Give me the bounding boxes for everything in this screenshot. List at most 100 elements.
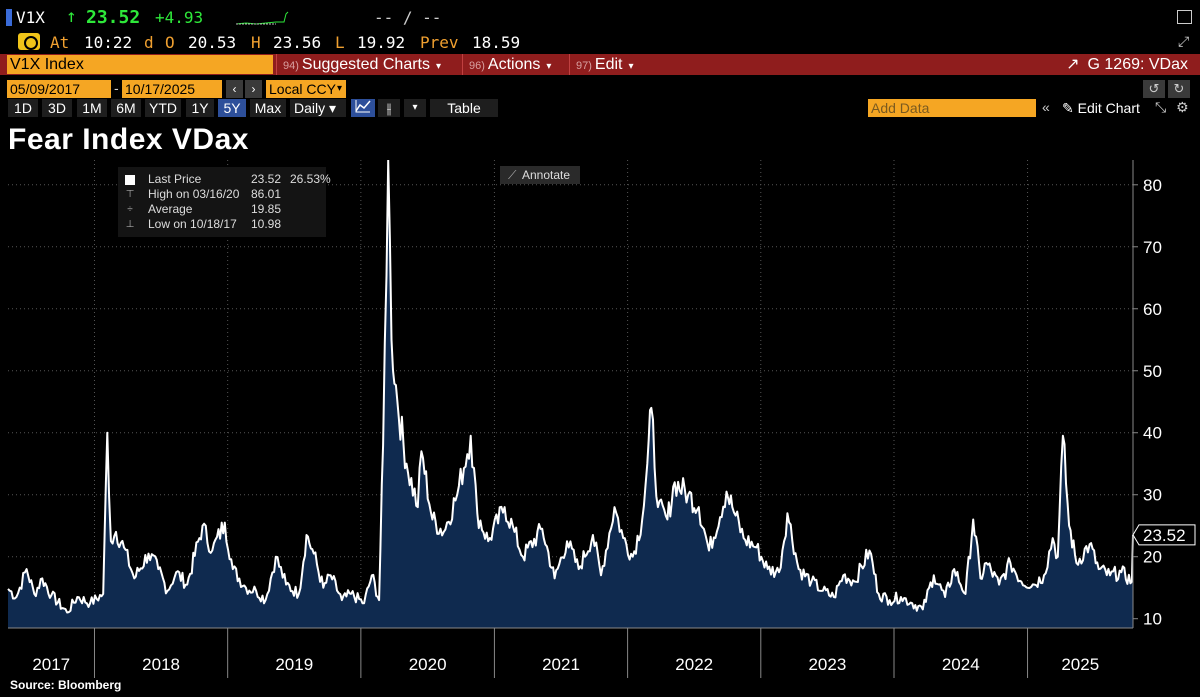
add-data-input[interactable]: Add Data: [868, 99, 1036, 117]
collapse-icon[interactable]: «: [1042, 99, 1050, 115]
chart-type-caret-icon[interactable]: ▾: [404, 99, 426, 117]
caret-down-icon: ▾: [435, 61, 442, 72]
legend-label: High on 03/16/20: [148, 187, 240, 201]
edit-chart-button[interactable]: ✎ Edit Chart: [1062, 99, 1140, 117]
bar-chart-icon[interactable]: ⫲: [378, 99, 400, 117]
export-icon: ↗: [1066, 56, 1080, 73]
pencil-icon: ✎: [1062, 100, 1074, 116]
y-tick-label: 50: [1143, 362, 1162, 381]
low-label: L: [335, 33, 345, 52]
caret-down-icon: ▾: [329, 100, 337, 116]
period-1m[interactable]: 1M: [77, 99, 107, 117]
x-tick-label: 2020: [409, 655, 447, 674]
x-tick-label: 2023: [808, 655, 846, 674]
window-box-icon[interactable]: [1177, 10, 1192, 24]
period-bar: 1D 3D 1M 6M YTD 1Y 5Y Max Daily ▾ ⫲ ▾ Ta…: [0, 99, 1200, 117]
legend-average: ÷ Average 19.85: [118, 202, 326, 217]
legend-value: 86.01: [251, 187, 282, 201]
legend-last-price: Last Price 23.52 26.53%: [118, 172, 331, 187]
period-ytd[interactable]: YTD: [145, 99, 181, 117]
period-3d[interactable]: 3D: [42, 99, 72, 117]
legend-square-icon: [125, 175, 135, 185]
undo-icon[interactable]: ↺: [1143, 80, 1165, 98]
menu-label: Actions: [487, 56, 541, 73]
menu-edit[interactable]: 97) Edit ▾: [569, 54, 649, 75]
y-tick-label: 40: [1143, 424, 1162, 443]
price-line: [7, 160, 1134, 614]
quote-time: 10:22: [84, 33, 133, 52]
currency-value: Local CCY: [269, 81, 336, 97]
x-tick-label: 2022: [675, 655, 713, 674]
table-button[interactable]: Table: [430, 99, 498, 117]
y-tick-label: 70: [1143, 238, 1162, 257]
source-note: Source: Bloomberg: [10, 678, 122, 692]
last-value-box: [1132, 524, 1196, 546]
chart-title: Fear Index VDax: [8, 123, 249, 156]
period-6m[interactable]: 6M: [111, 99, 141, 117]
prev-period-button[interactable]: ‹: [226, 80, 243, 98]
net-change: +4.93: [155, 8, 204, 27]
last-value-label: 23.52: [1132, 524, 1196, 546]
clock-icon[interactable]: [18, 33, 40, 50]
legend-low: ⊥ Low on 10/18/17 10.98: [118, 217, 326, 232]
date-range-bar: 05/09/2017 - 10/17/2025 ‹ › Local CCY ▾ …: [0, 80, 1200, 98]
command-bar: V1X Index 94) Suggested Charts ▾ 96) Action…: [0, 54, 1200, 75]
period-1d[interactable]: 1D: [8, 99, 38, 117]
expand-icon[interactable]: ⤡: [1155, 99, 1167, 115]
caret-down-icon: ▾: [546, 61, 552, 72]
period-5y[interactable]: 5Y: [218, 99, 246, 117]
x-tick-label: 2018: [142, 655, 180, 674]
frequency-value: Daily: [294, 100, 326, 116]
prev-label: Prev: [420, 33, 459, 52]
line-chart-icon[interactable]: [351, 99, 375, 117]
redo-icon[interactable]: ↻: [1168, 80, 1190, 98]
annotate-label: Annotate: [522, 168, 571, 182]
gear-icon[interactable]: ⚙: [1176, 99, 1189, 115]
menu-label: Suggested Charts: [301, 56, 430, 73]
end-date-field[interactable]: 10/17/2025: [122, 80, 222, 98]
sparkline-icon: [236, 11, 289, 25]
legend-percent: 26.53%: [290, 172, 331, 186]
y-tick-label: 30: [1143, 486, 1162, 505]
x-tick-label: 2025: [1061, 655, 1099, 674]
menu-number: 96): [469, 60, 485, 72]
x-tick-label: 2019: [275, 655, 313, 674]
date-separator: -: [114, 80, 119, 96]
period-max[interactable]: Max: [250, 99, 286, 117]
menu-actions[interactable]: 96) Actions ▾: [462, 54, 566, 75]
graph-id[interactable]: ↗ G 1269: VDax: [1066, 54, 1188, 75]
low-marker-icon: ⊥: [125, 219, 135, 230]
frequency-select[interactable]: Daily ▾: [290, 99, 346, 117]
security-field[interactable]: V1X Index: [7, 55, 273, 74]
legend-value: 10.98: [251, 217, 282, 231]
menu-number: 94): [283, 60, 299, 72]
bid-ask: -- / --: [374, 8, 442, 27]
last-price: 23.52: [86, 7, 141, 28]
next-period-button[interactable]: ›: [245, 80, 262, 98]
up-arrow-icon: ↑: [66, 6, 77, 27]
prev-value: 18.59: [472, 33, 521, 52]
high-marker-icon: ⊤: [125, 189, 135, 200]
average-marker-icon: ÷: [127, 204, 133, 215]
resize-icon[interactable]: ⤢: [1178, 34, 1190, 50]
at-label: At: [50, 33, 70, 52]
annotate-button[interactable]: ⟋ Annotate: [500, 166, 580, 184]
ticker-symbol[interactable]: V1X: [16, 8, 45, 27]
menu-number: 97): [576, 60, 592, 72]
currency-select[interactable]: Local CCY ▾: [266, 80, 346, 98]
y-axis-ticks: 10 20 30 40 50 60 70 80: [1133, 176, 1162, 629]
high-label: H: [251, 33, 261, 52]
caret-down-icon: ▾: [628, 61, 634, 72]
period-1y[interactable]: 1Y: [186, 99, 214, 117]
open-value: 20.53: [188, 33, 237, 52]
y-tick-label: 20: [1143, 548, 1162, 567]
start-date-field[interactable]: 05/09/2017: [7, 80, 111, 98]
pen-icon: ⟋: [508, 168, 517, 182]
x-axis-ticks: 2017 2018 2019 2020 2021 2022 2023 2024 2025: [32, 628, 1099, 678]
caret-down-icon: ▾: [336, 83, 342, 94]
menu-suggested-charts[interactable]: 94) Suggested Charts ▾: [276, 54, 460, 75]
vdax-chart[interactable]: 10 20 30 40 50 60 70 80 2017 2018 2019 2020 2021 202…: [0, 160, 1200, 678]
chart-legend[interactable]: Last Price 23.52 26.53% ⊤ High on 03/16/…: [118, 167, 331, 237]
quote-bar: At 10:22 d O 20.53 H 23.56 L 19.92 Prev …: [0, 31, 1200, 53]
menu-label: Edit: [594, 56, 623, 73]
